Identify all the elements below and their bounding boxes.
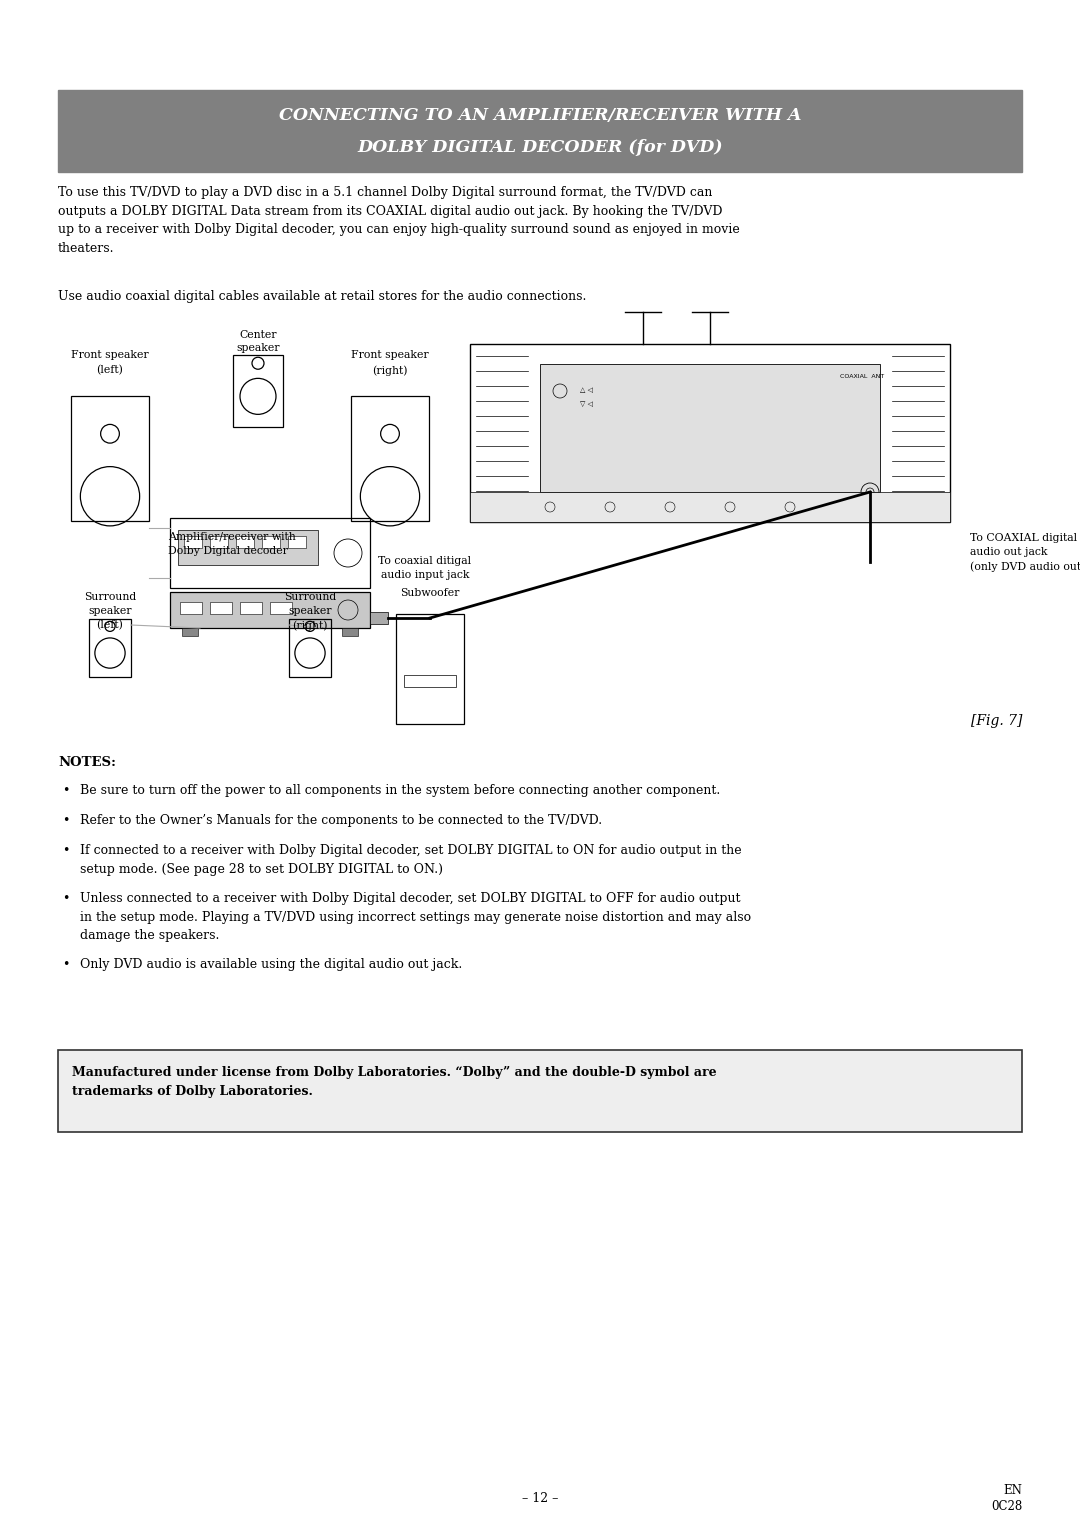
Text: NOTES:: NOTES:	[58, 756, 116, 769]
Text: •: •	[62, 814, 69, 827]
Text: (only DVD audio out): (only DVD audio out)	[970, 561, 1080, 571]
Text: Manufactured under license from Dolby Laboratories. “Dolby” and the double-D sym: Manufactured under license from Dolby La…	[72, 1067, 717, 1099]
Text: ▽ ◁: ▽ ◁	[580, 400, 593, 406]
Bar	[210, 602, 232, 614]
Text: Be sure to turn off the power to all components in the system before connecting : Be sure to turn off the power to all com…	[80, 784, 720, 798]
Bar	[183, 628, 198, 636]
Text: Amplifier/receiver with: Amplifier/receiver with	[168, 532, 296, 542]
Text: Surround: Surround	[84, 591, 136, 602]
Text: •: •	[62, 843, 69, 857]
Bar	[404, 674, 456, 686]
Bar	[540, 364, 880, 492]
Text: speaker: speaker	[288, 607, 332, 616]
Text: EN: EN	[1003, 1484, 1022, 1496]
Text: DOLBY DIGITAL DECODER (for DVD): DOLBY DIGITAL DECODER (for DVD)	[357, 139, 723, 156]
Bar	[470, 492, 950, 523]
Text: Subwoofer: Subwoofer	[401, 588, 460, 597]
Bar	[210, 536, 228, 549]
Bar	[351, 396, 429, 521]
Bar	[237, 536, 254, 549]
Text: Center: Center	[240, 330, 276, 341]
Bar	[233, 354, 283, 426]
Bar	[396, 614, 464, 724]
Text: Use audio coaxial digital cables available at retail stores for the audio connec: Use audio coaxial digital cables availab…	[58, 290, 586, 303]
Text: △ ◁: △ ◁	[580, 387, 593, 393]
Text: Unless connected to a receiver with Dolby Digital decoder, set DOLBY DIGITAL to : Unless connected to a receiver with Dolb…	[80, 892, 751, 941]
Bar	[89, 619, 131, 677]
Text: speaker: speaker	[89, 607, 132, 616]
Bar	[71, 396, 149, 521]
Text: (right): (right)	[293, 620, 327, 631]
Bar	[170, 518, 370, 588]
Text: (left): (left)	[96, 365, 123, 376]
Text: Dolby Digital decoder: Dolby Digital decoder	[168, 545, 288, 556]
Bar	[170, 591, 370, 628]
Bar	[370, 613, 388, 623]
Text: audio out jack: audio out jack	[970, 547, 1048, 558]
Text: •: •	[62, 784, 69, 798]
Text: 0C28: 0C28	[990, 1499, 1022, 1513]
Text: To coaxial ditigal: To coaxial ditigal	[378, 556, 472, 565]
Text: speaker: speaker	[237, 342, 280, 353]
Text: [Fig. 7]: [Fig. 7]	[971, 714, 1022, 727]
Bar	[289, 619, 330, 677]
Text: •: •	[62, 892, 69, 905]
Bar	[178, 530, 318, 565]
Text: Surround: Surround	[284, 591, 336, 602]
Bar	[270, 602, 292, 614]
Text: Only DVD audio is available using the digital audio out jack.: Only DVD audio is available using the di…	[80, 958, 462, 970]
Text: To use this TV/DVD to play a DVD disc in a 5.1 channel Dolby Digital surround fo: To use this TV/DVD to play a DVD disc in…	[58, 186, 740, 255]
Bar	[262, 536, 280, 549]
Text: Front speaker: Front speaker	[351, 350, 429, 361]
Text: •: •	[62, 958, 69, 970]
Text: (left): (left)	[96, 620, 123, 631]
Text: – 12 –: – 12 –	[522, 1491, 558, 1505]
Bar	[184, 536, 202, 549]
Text: COAXIAL  ANT: COAXIAL ANT	[840, 374, 885, 379]
Text: audio input jack: audio input jack	[381, 570, 469, 581]
Bar	[288, 536, 306, 549]
Bar	[470, 344, 950, 523]
Text: Refer to the Owner’s Manuals for the components to be connected to the TV/DVD.: Refer to the Owner’s Manuals for the com…	[80, 814, 603, 827]
Bar	[58, 1050, 1022, 1132]
Text: Front speaker: Front speaker	[71, 350, 149, 361]
Text: To COAXIAL digital: To COAXIAL digital	[970, 533, 1077, 542]
Text: CONNECTING TO AN AMPLIFIER/RECEIVER WITH A: CONNECTING TO AN AMPLIFIER/RECEIVER WITH…	[279, 107, 801, 124]
Text: If connected to a receiver with Dolby Digital decoder, set DOLBY DIGITAL to ON f: If connected to a receiver with Dolby Di…	[80, 843, 742, 876]
Bar	[180, 602, 202, 614]
Bar	[58, 90, 1022, 173]
Text: (right): (right)	[373, 365, 408, 376]
Bar	[240, 602, 262, 614]
Bar	[342, 628, 357, 636]
